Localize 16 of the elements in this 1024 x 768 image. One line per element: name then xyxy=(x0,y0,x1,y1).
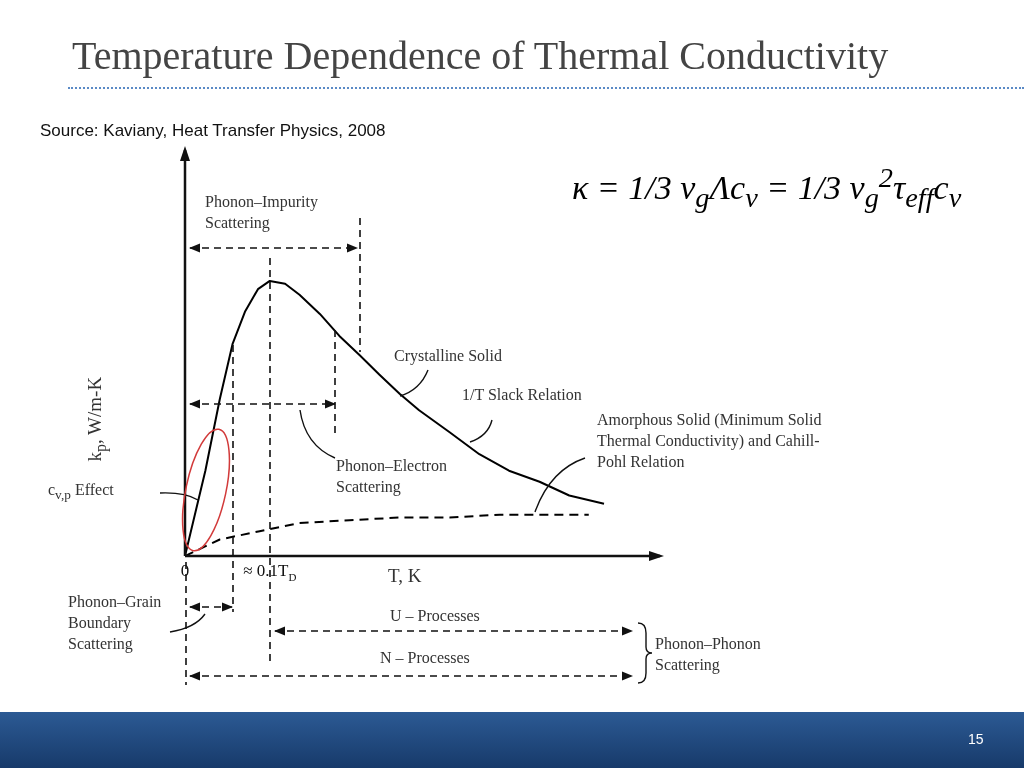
series-label: Crystalline Solid xyxy=(394,346,502,367)
text: Phonon–Impurity Scattering xyxy=(205,192,319,234)
text: κ = 1/3 v$_{g}$Λc$_{v}$ = 1/3 v$_{g}$$^{2}$τ$_{eff}$c$_{v}$ xyxy=(572,162,962,214)
annotation: 1/T Slack Relation xyxy=(462,385,583,405)
source-note: Source: Kaviany, Heat Transfer Physics, 2008 xyxy=(40,120,386,142)
text: 15 xyxy=(968,730,984,749)
text: Phonon–Phonon Scattering xyxy=(655,634,762,676)
text: c$_{v,p}$ Effect xyxy=(48,480,114,504)
chart-title: Temperature Dependence of Thermal Conductivity xyxy=(72,32,889,80)
text: Phonon–Grain Boundary Scattering xyxy=(68,592,163,655)
x-axis-title: T, K xyxy=(388,564,422,588)
text: N – Processes xyxy=(380,648,470,668)
text: U – Processes xyxy=(390,606,480,626)
text: Amorphous Solid (Minimum Solid Thermal Conductivity) and Cahill-Pohl Relation xyxy=(597,410,823,472)
annotation: Phonon–Electron Scattering xyxy=(336,456,449,498)
x-tick-label: 0 xyxy=(180,561,190,580)
